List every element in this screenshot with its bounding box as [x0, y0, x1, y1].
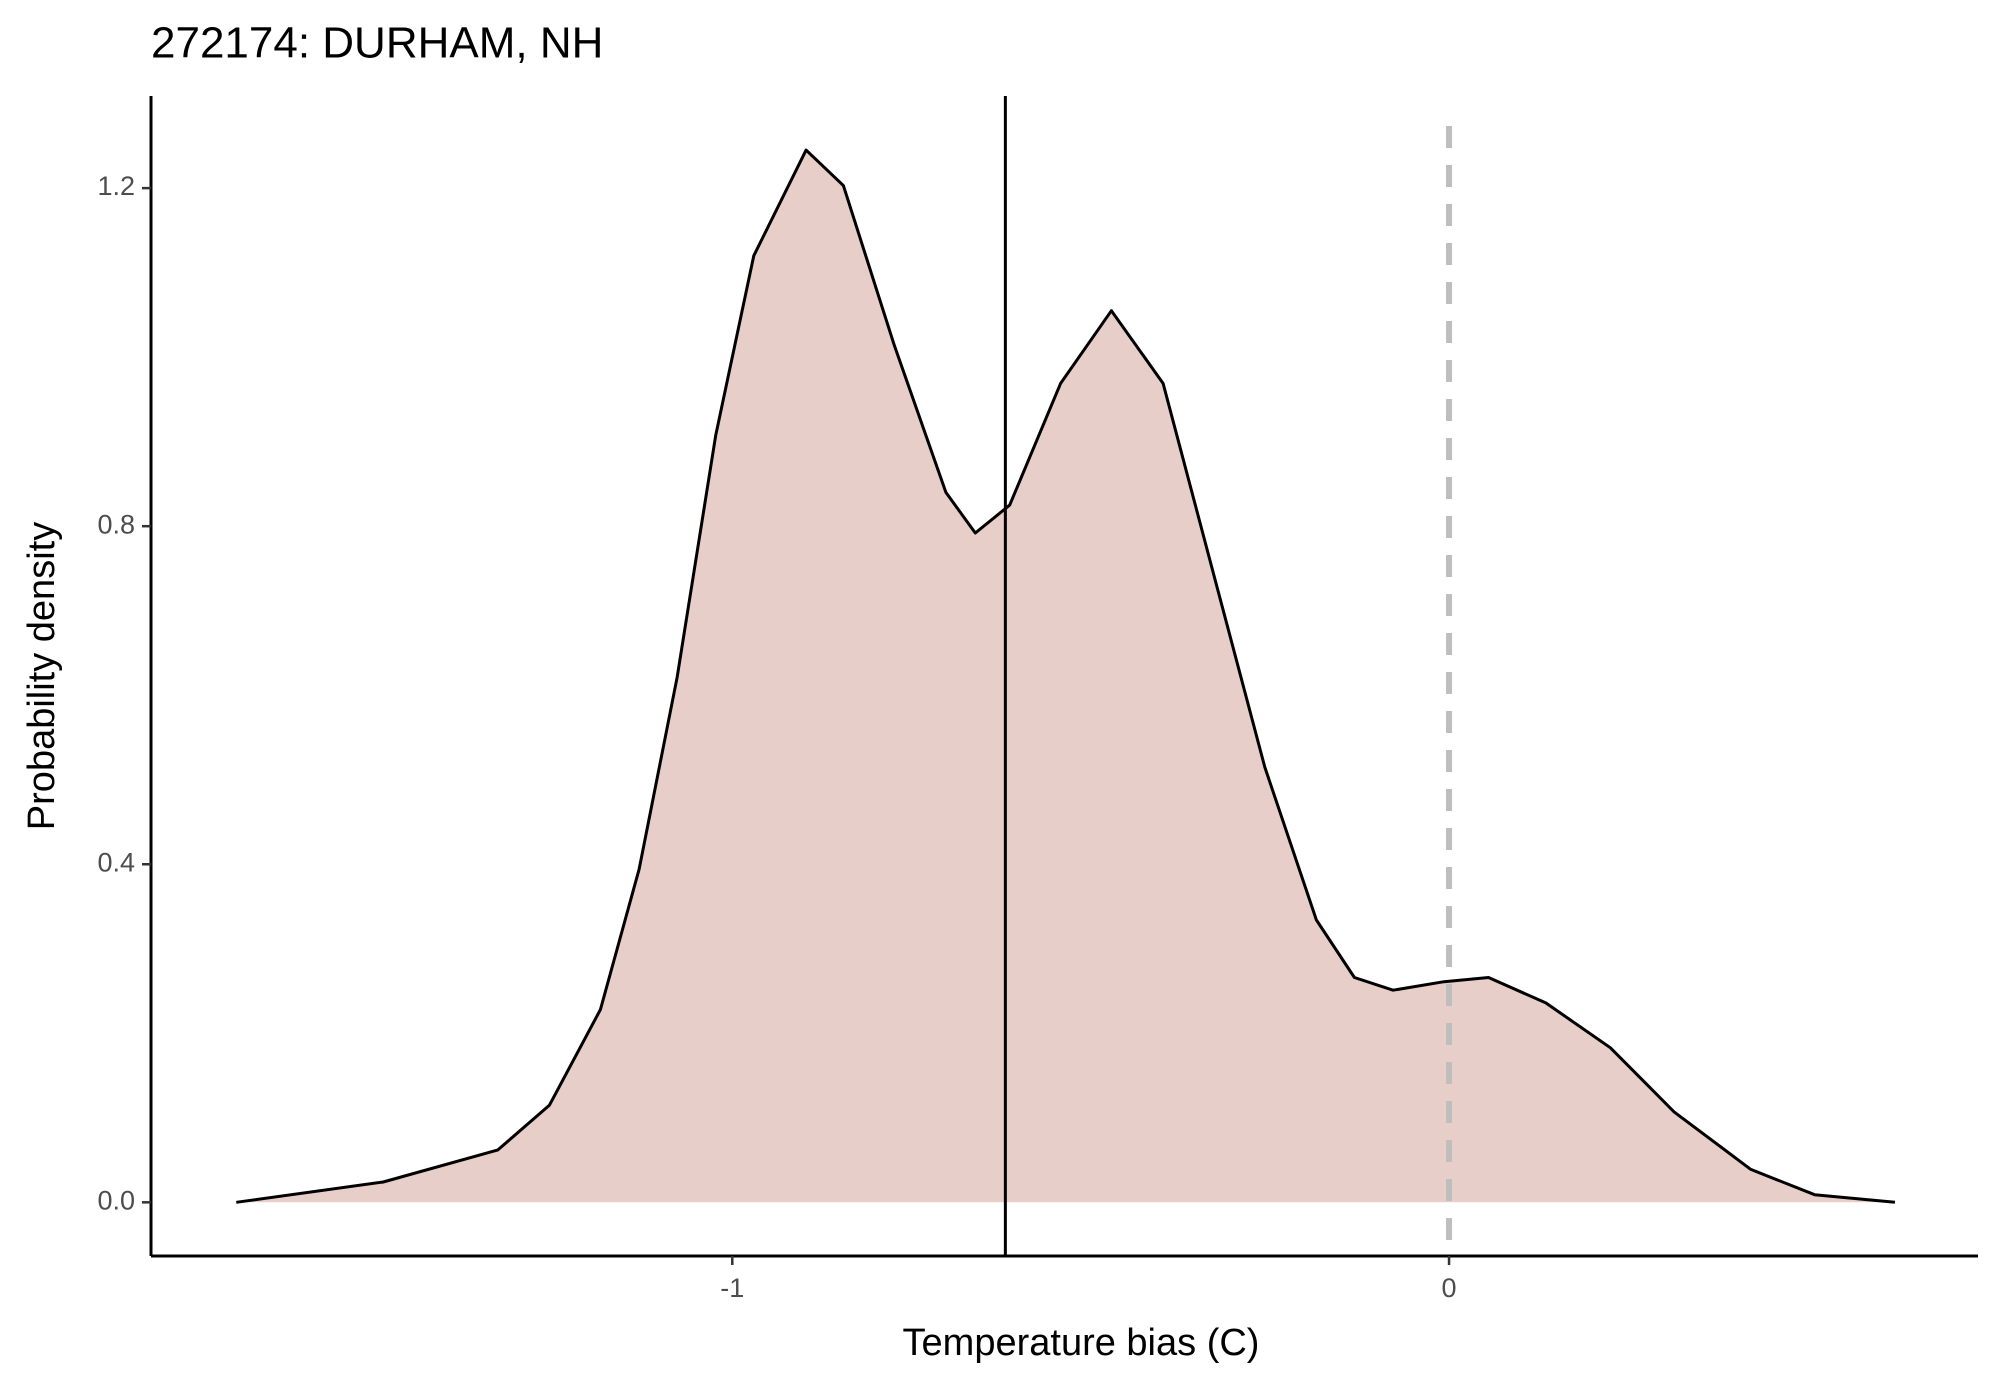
y-axis-label: Probability density — [21, 522, 63, 830]
x-axis-label: Temperature bias (C) — [903, 1322, 1260, 1364]
chart-title: 272174: DURHAM, NH — [151, 19, 603, 68]
x-tick-label: -1 — [720, 1273, 744, 1303]
y-tick-label: 0.0 — [97, 1185, 135, 1215]
y-tick-label: 0.4 — [97, 847, 135, 877]
density-line — [236, 148, 1896, 1204]
y-tick-label: 0.8 — [97, 509, 135, 539]
density-area — [236, 150, 1895, 1203]
x-tick-label: 0 — [1442, 1273, 1457, 1303]
y-tick-label: 1.2 — [97, 171, 135, 201]
